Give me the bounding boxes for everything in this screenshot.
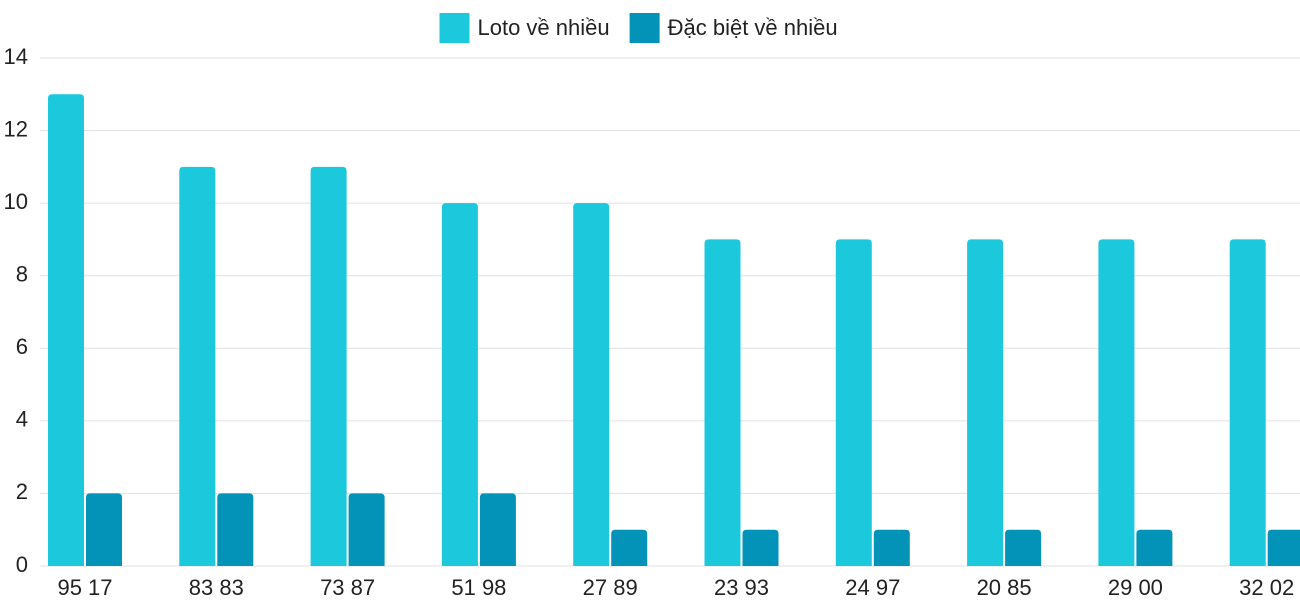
bar [873, 529, 910, 566]
bar [704, 239, 741, 566]
y-tick-label: 8 [16, 262, 28, 287]
x-tick-label: 32 02 [1239, 575, 1294, 600]
bar [573, 203, 610, 566]
bar [310, 166, 347, 566]
x-tick-label: 95 17 [57, 575, 112, 600]
x-tick-label: 29 00 [1108, 575, 1163, 600]
x-tick-label: 83 83 [189, 575, 244, 600]
bar [48, 94, 84, 567]
bar [1267, 529, 1300, 566]
y-tick-label: 10 [4, 189, 28, 214]
bar [835, 239, 872, 566]
bar [967, 239, 1004, 566]
bar [86, 493, 122, 566]
x-tick-label: 27 89 [583, 575, 638, 600]
x-tick-label: 24 97 [845, 575, 900, 600]
bar [611, 529, 648, 566]
y-tick-label: 2 [16, 479, 28, 504]
bar [479, 493, 516, 566]
legend-swatch [629, 13, 660, 43]
x-tick-label: 73 87 [320, 575, 375, 600]
legend-swatch [439, 13, 470, 43]
bar [1229, 239, 1266, 566]
bar [1136, 529, 1173, 566]
x-tick-label: 20 85 [977, 575, 1032, 600]
x-tick-label: 23 93 [714, 575, 769, 600]
bar [217, 493, 254, 566]
bar [1098, 239, 1135, 566]
bar [742, 529, 779, 566]
y-tick-label: 4 [16, 407, 28, 432]
legend-label: Loto về nhiều [478, 15, 610, 40]
x-tick-label: 51 98 [451, 575, 506, 600]
y-tick-label: 0 [16, 552, 28, 577]
y-tick-label: 14 [4, 44, 28, 69]
bar [348, 493, 385, 566]
y-tick-label: 12 [4, 116, 28, 141]
bar [179, 166, 216, 566]
legend-label: Đặc biệt về nhiều [668, 15, 838, 40]
y-tick-label: 6 [16, 334, 28, 359]
bar [441, 203, 478, 566]
bar [1005, 529, 1042, 566]
